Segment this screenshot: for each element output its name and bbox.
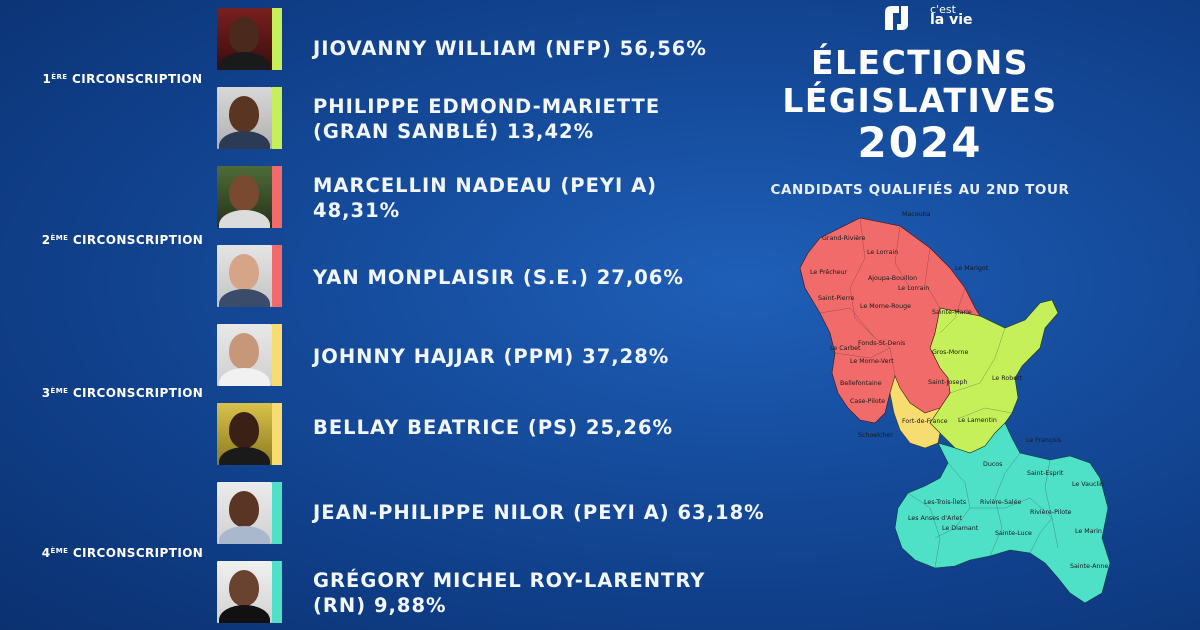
map-label: Le Morne-Vert — [850, 358, 894, 365]
candidate-row — [217, 481, 282, 545]
candidate-row — [217, 323, 282, 387]
candidate-name: YAN MONPLAISIR (S.E.) 27,06% — [313, 266, 684, 289]
candidate-name: GRÉGORY MICHEL ROY-LARENTRY (RN) 9,88% — [313, 569, 706, 617]
map-label: Fort-de-France — [902, 418, 948, 425]
candidate-row — [217, 402, 282, 466]
candidate-photo — [217, 324, 272, 386]
logo-line2: la vie — [930, 12, 973, 28]
candidate-photo — [217, 8, 272, 70]
map-label: Les-Trois-Îlets — [924, 497, 966, 506]
circonscription-color-bar — [272, 324, 282, 386]
map-label: Saint-Pierre — [818, 295, 855, 302]
circonscription-color-bar — [272, 87, 282, 149]
circ-num: 1 — [42, 72, 52, 86]
candidate-row — [217, 165, 282, 229]
candidate-photo — [217, 403, 272, 465]
map-label: Le François — [1026, 437, 1061, 444]
map-label: Sainte-Marie — [932, 309, 972, 316]
map-label: Saint-Joseph — [928, 379, 968, 386]
map-label: Sainte-Anne — [1070, 563, 1108, 570]
title-line2: LÉGISLATIVES — [782, 81, 1058, 120]
map-label: Sainte-Luce — [995, 530, 1032, 537]
title-subtitle: CANDIDATS QUALIFIÉS AU 2ND TOUR — [770, 182, 1070, 198]
map-label: Rivière-Salée — [980, 498, 1022, 506]
circ-label-2: 2ÈME CIRCONSCRIPTION — [0, 233, 245, 247]
circonscription-color-bar — [272, 8, 282, 70]
map-label: Bellefontaine — [840, 380, 882, 387]
circ-label-4: 4ÈME CIRCONSCRIPTION — [0, 546, 245, 560]
candidate-row — [217, 244, 282, 308]
map-label: Saint-Esprit — [1027, 470, 1064, 477]
circ-sup: ÈME — [50, 547, 69, 555]
circ-num: 2 — [41, 233, 51, 247]
map-label: Gros-Morne — [932, 349, 968, 356]
map-label: Le Diamant — [942, 525, 979, 532]
map-label: Grand-Rivière — [822, 234, 866, 242]
map-label: Le Marigot — [955, 265, 989, 272]
martinique-map: Macouba Grand-Rivière Le Lorrain Le Mari… — [799, 211, 1111, 604]
circ-sup: ÈME — [50, 234, 69, 242]
candidate-name: PHILIPPE EDMOND-MARIETTE (GRAN SANBLÉ) 13… — [313, 95, 661, 143]
candidate-row — [217, 86, 282, 150]
map-label: Le Robert — [992, 375, 1023, 382]
map-label: Fonds-St-Denis — [858, 340, 905, 347]
map-label: Le Morne-Rouge — [860, 303, 911, 310]
map-label: Le Lorrain — [898, 285, 929, 292]
circ-text: CIRCONSCRIPTION — [72, 72, 203, 86]
circ-sup: ÈME — [50, 387, 69, 395]
circ-text: CIRCONSCRIPTION — [72, 546, 204, 560]
candidate-name: BELLAY BEATRICE (PS) 25,26% — [313, 416, 674, 439]
circonscription-color-bar — [272, 245, 282, 307]
map-region-circ3 — [889, 375, 941, 449]
circ-label-3: 3ÈME CIRCONSCRIPTION — [0, 386, 245, 400]
circonscription-color-bar — [272, 403, 282, 465]
candidate-name: JIOVANNY WILLIAM (NFP) 56,56% — [313, 37, 707, 60]
brand-logo: c'est la vie — [880, 2, 980, 34]
map-label: Ducos — [983, 461, 1002, 468]
candidate-name: JOHNNY HAJJAR (PPM) 37,28% — [313, 345, 670, 368]
candidate-photo — [217, 245, 272, 307]
map-label: Le Vauclin — [1072, 481, 1104, 488]
map-label: Rivière-Pilote — [1030, 508, 1072, 516]
map-label: Le Lorrain — [867, 249, 898, 256]
circonscription-color-bar — [272, 166, 282, 228]
candidate-photo — [217, 561, 272, 623]
logo-line1: c'est — [930, 3, 956, 16]
map-label: Le Carbet — [830, 345, 861, 352]
map-region-circ4 — [894, 422, 1111, 604]
candidate-row — [217, 560, 282, 624]
candidate-name: MARCELLIN NADEAU (PEYI A) 48,31% — [313, 174, 658, 222]
map-label: Schoelcher — [858, 432, 893, 439]
circ-sup: ÈRE — [51, 73, 68, 81]
circ-num: 3 — [41, 386, 51, 400]
circonscription-color-bar — [272, 482, 282, 544]
map-label: Les Anses d'Arlet — [908, 515, 963, 522]
logo-text: c'est la vie — [930, 3, 973, 28]
map-label: Le Lamentin — [958, 417, 997, 424]
map-label: Le Prêcheur — [810, 268, 848, 276]
logo-mark-icon — [885, 6, 908, 30]
map-label: Le Marin — [1075, 528, 1102, 535]
circ-text: CIRCONSCRIPTION — [72, 233, 204, 247]
map-label: Macouba — [902, 211, 931, 218]
title-year: 2024 — [857, 118, 983, 167]
map-label: Ajoupa-Bouillon — [868, 275, 917, 282]
map-label: Case-Pilote — [850, 398, 885, 405]
circ-text: CIRCONSCRIPTION — [72, 386, 204, 400]
circ-label-1: 1ÈRE CIRCONSCRIPTION — [0, 72, 245, 86]
title-block: ÉLECTIONS LÉGISLATIVES 2024 CANDIDATS QU… — [740, 43, 1100, 199]
candidate-photo — [217, 87, 272, 149]
candidate-row — [217, 7, 282, 71]
circ-num: 4 — [41, 546, 51, 560]
candidate-photo — [217, 166, 272, 228]
circonscription-color-bar — [272, 561, 282, 623]
candidate-photo — [217, 482, 272, 544]
candidate-name: JEAN-PHILIPPE NILOR (PEYI A) 63,18% — [313, 501, 765, 524]
title-line1: ÉLECTIONS — [810, 43, 1030, 82]
